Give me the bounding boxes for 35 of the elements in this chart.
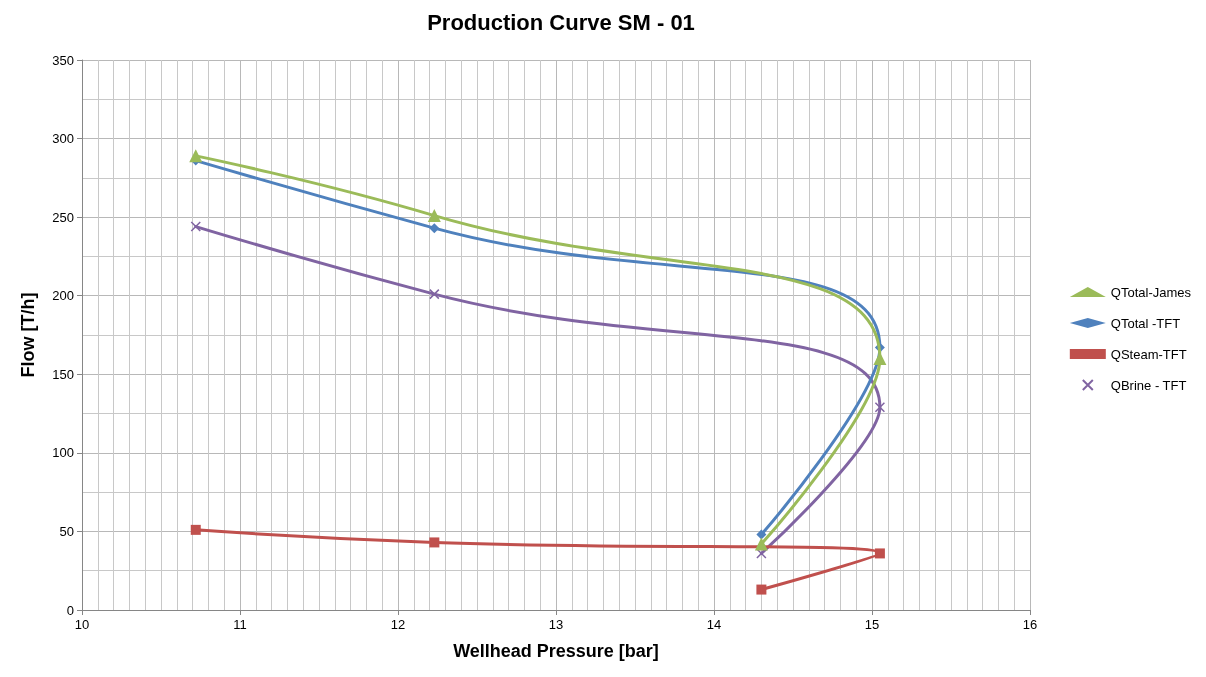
point [874,548,885,559]
x-tick-label: 16 [1022,617,1038,632]
point [756,584,767,595]
y-tick-label: 250 [52,209,74,225]
x-tick-label: 13 [548,617,564,632]
y-axis-title: Flow [T/h] [18,292,38,378]
point [429,537,440,548]
y-tick-label: 150 [52,366,74,382]
y-tick-label: 100 [52,445,74,461]
legend-label: QBrine - TFT [1110,377,1187,393]
point [189,149,203,163]
legend-label: QTotal-James [1110,284,1192,300]
point [873,352,887,366]
y-tick-label: 350 [52,52,74,68]
point [427,209,441,223]
chart-title: Production Curve SM - 01 [427,9,695,35]
y-tick-label: 300 [52,131,74,147]
x-tick-label: 11 [233,617,247,632]
point [756,529,767,540]
y-tick-label: 0 [66,602,74,618]
legend-label: QSteam-TFT [1110,346,1187,362]
point [874,402,886,413]
x-tick-label: 14 [706,617,722,632]
x-tick-label: 12 [390,617,406,632]
point [190,524,201,535]
x-tick-label: 10 [74,617,90,632]
x-tick-label: 15 [864,617,880,632]
point [190,221,202,232]
legend-label: QTotal -TFT [1110,315,1181,331]
y-tick-label: 50 [59,523,74,539]
point [429,288,440,300]
point [429,223,440,234]
x-axis-title: Wellhead Pressure [bar] [453,641,659,661]
y-tick-label: 200 [52,288,74,304]
point [754,537,768,551]
